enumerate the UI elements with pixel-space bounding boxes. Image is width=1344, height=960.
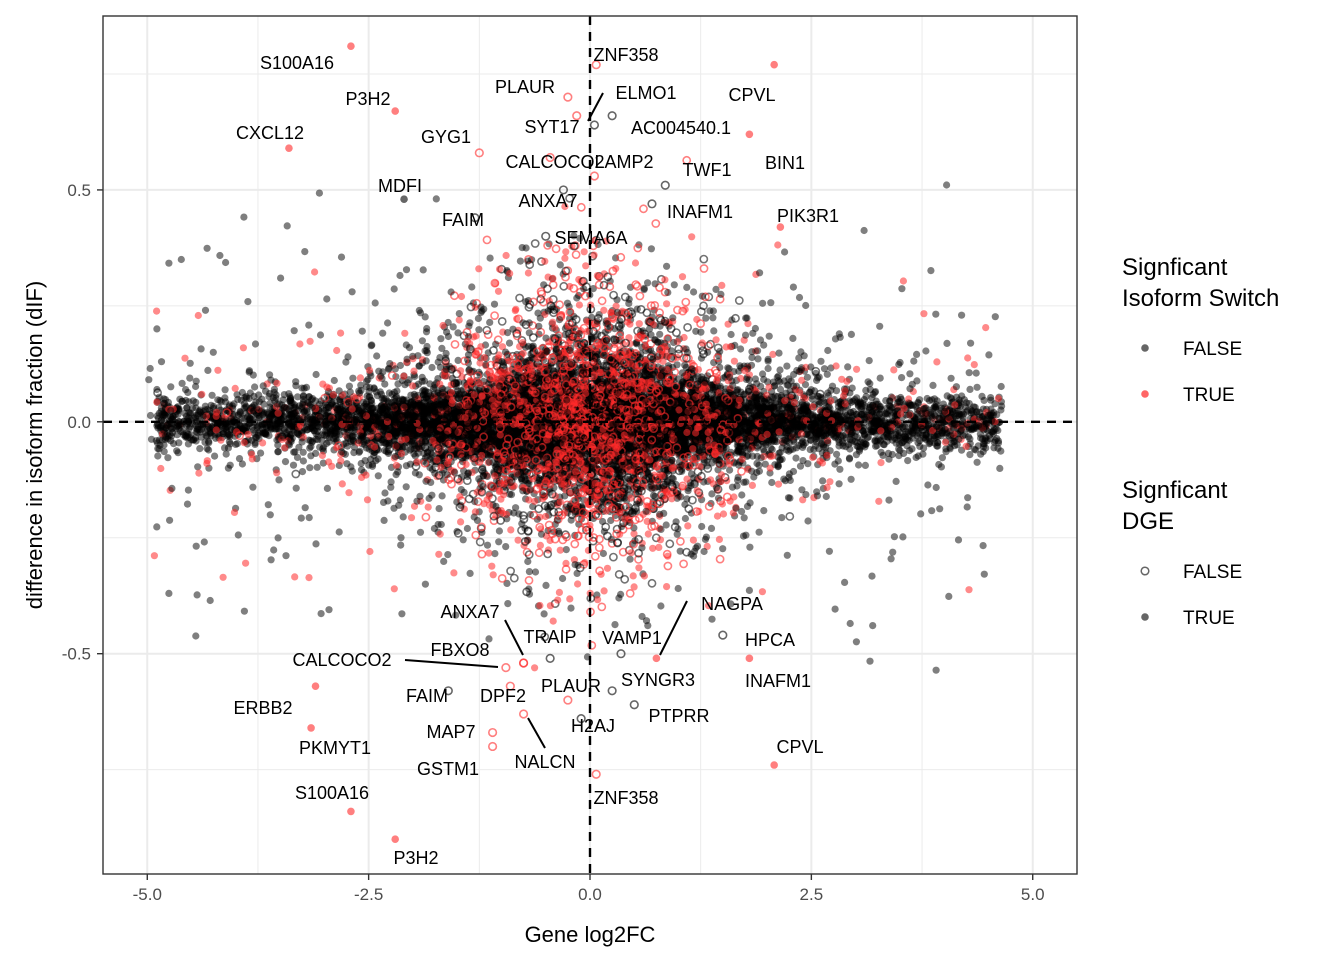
data-point <box>281 458 290 466</box>
points-layer <box>145 42 1006 844</box>
background-point-cloud <box>145 155 1006 674</box>
data-point <box>656 330 664 338</box>
plot-panel: S100A16P3H2CXCL12MDFIGYG1PLAURSYT17ZNF35… <box>102 15 1078 875</box>
